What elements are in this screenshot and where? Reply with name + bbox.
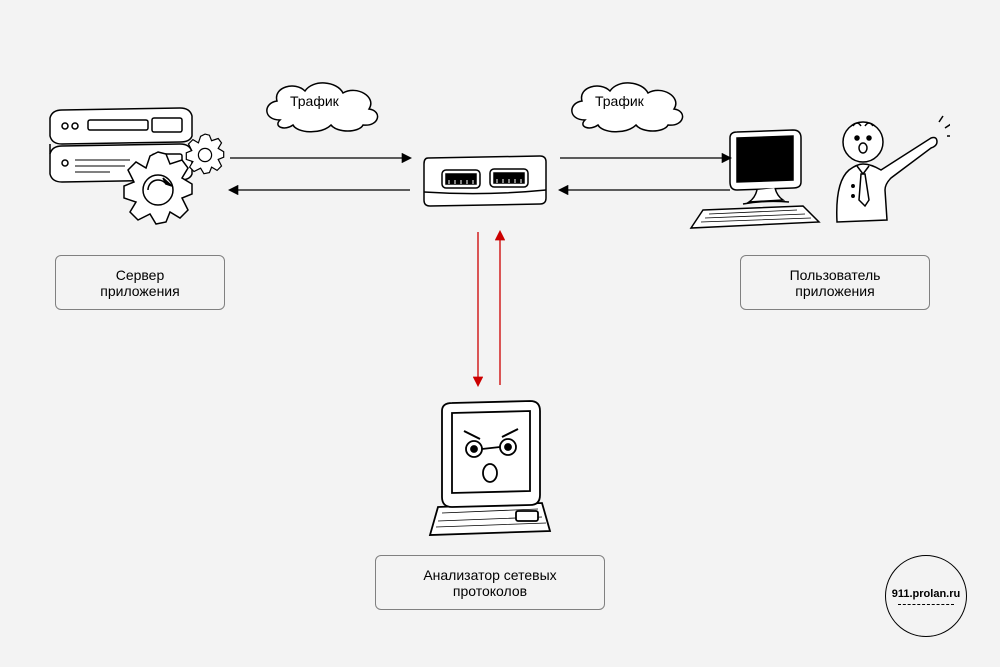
user-label-box: Пользователь приложения xyxy=(740,255,930,310)
user-label: Пользователь приложения xyxy=(790,267,881,299)
server-label-box: Сервер приложения xyxy=(55,255,225,310)
watermark-dash xyxy=(898,604,954,605)
analyzer-label: Анализатор сетевых протоколов xyxy=(423,567,556,599)
server-label: Сервер приложения xyxy=(100,267,179,299)
analyzer-label-box: Анализатор сетевых протоколов xyxy=(375,555,605,610)
diagram-canvas: Трафик Трафик xyxy=(0,0,1000,667)
watermark-badge: 911.prolan.ru xyxy=(885,555,967,637)
watermark-text: 911.prolan.ru xyxy=(892,588,960,600)
